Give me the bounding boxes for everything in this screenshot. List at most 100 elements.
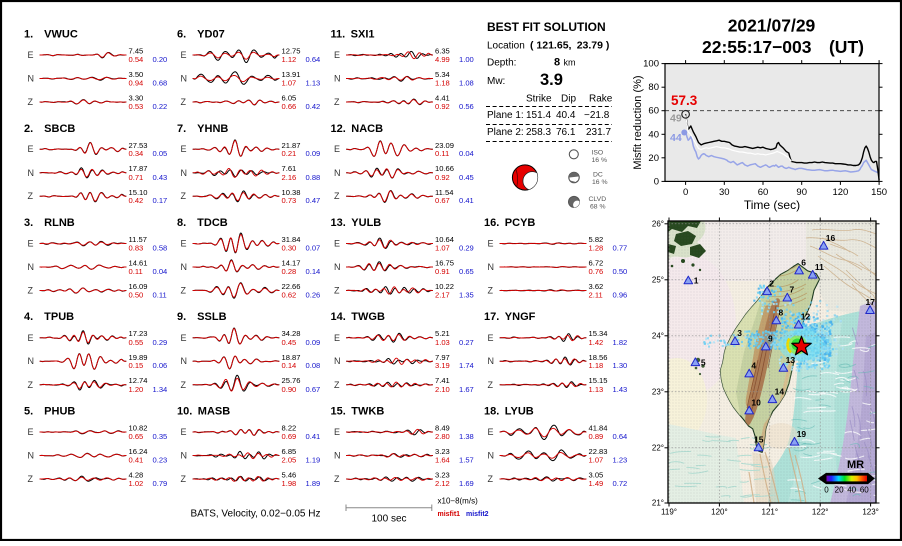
svg-text:N: N: [28, 451, 35, 461]
svg-text:0.53: 0.53: [129, 102, 144, 111]
svg-text:11. SXI1: 11. SXI1: [331, 29, 375, 41]
svg-text:3.05: 3.05: [589, 471, 604, 480]
svg-text:Strike: Strike: [526, 94, 552, 105]
svg-text:120°: 120°: [711, 508, 728, 517]
svg-text:N: N: [334, 451, 341, 461]
svg-text:11.57: 11.57: [129, 235, 147, 244]
svg-text:0.90: 0.90: [282, 385, 297, 394]
svg-text:1.00: 1.00: [459, 55, 474, 64]
svg-text:6. YD07: 6. YD07: [177, 29, 225, 41]
svg-text:( 121.65, 23.79 ): ( 121.65, 23.79 ): [530, 40, 609, 52]
svg-text:0.29: 0.29: [153, 338, 168, 347]
svg-text:Location: Location: [487, 41, 525, 52]
svg-text:E: E: [28, 427, 34, 437]
svg-text:1.43: 1.43: [613, 385, 628, 394]
svg-text:30: 30: [719, 187, 730, 198]
svg-text:1.49: 1.49: [589, 479, 604, 488]
svg-text:11: 11: [815, 262, 824, 272]
svg-text:Dip: Dip: [561, 94, 576, 105]
svg-text:80: 80: [648, 82, 659, 93]
svg-text:0.07: 0.07: [306, 244, 321, 253]
svg-text:4.41: 4.41: [435, 94, 450, 103]
svg-text:1: 1: [694, 276, 699, 286]
svg-text:10.38: 10.38: [282, 188, 301, 197]
svg-text:N: N: [334, 356, 341, 366]
svg-text:0.91: 0.91: [435, 267, 450, 276]
svg-text:10.22: 10.22: [435, 282, 454, 291]
svg-text:Depth:: Depth:: [487, 58, 516, 69]
svg-text:0.11: 0.11: [153, 291, 167, 300]
svg-text:0: 0: [654, 176, 659, 187]
svg-text:25°: 25°: [652, 275, 664, 284]
svg-text:14. TWGB: 14. TWGB: [331, 311, 385, 323]
svg-text:E: E: [334, 427, 340, 437]
svg-text:1.89: 1.89: [306, 479, 321, 488]
svg-text:E: E: [181, 239, 187, 249]
svg-text:9. SSLB: 9. SSLB: [177, 311, 227, 323]
svg-text:90: 90: [796, 187, 807, 198]
svg-text:0.64: 0.64: [306, 55, 321, 64]
svg-text:3.9: 3.9: [540, 71, 563, 89]
svg-text:3.50: 3.50: [129, 70, 144, 79]
svg-text:13.91: 13.91: [282, 70, 301, 79]
svg-text:Z: Z: [334, 380, 340, 390]
svg-text:Z: Z: [181, 286, 187, 296]
svg-text:22°: 22°: [652, 443, 664, 452]
svg-text:1.18: 1.18: [589, 361, 604, 370]
svg-text:0.56: 0.56: [459, 102, 474, 111]
svg-text:0.28: 0.28: [282, 267, 297, 276]
svg-text:1.12: 1.12: [282, 55, 297, 64]
svg-text:Z: Z: [334, 286, 340, 296]
svg-text:100 sec: 100 sec: [371, 514, 406, 525]
svg-text:18. LYUB: 18. LYUB: [484, 406, 534, 418]
svg-text:E: E: [488, 333, 494, 343]
svg-text:N: N: [334, 262, 341, 272]
svg-text:Mw:: Mw:: [487, 76, 505, 87]
svg-text:N: N: [28, 356, 35, 366]
svg-text:E: E: [181, 333, 187, 343]
svg-text:1.13: 1.13: [589, 385, 604, 394]
svg-text:6.72: 6.72: [589, 259, 604, 268]
svg-text:Z: Z: [181, 191, 187, 201]
svg-text:0.14: 0.14: [282, 361, 297, 370]
svg-text:21°: 21°: [652, 499, 664, 508]
svg-text:0.05: 0.05: [153, 149, 168, 158]
svg-text:0.67: 0.67: [306, 385, 321, 394]
svg-text:14.61: 14.61: [129, 259, 148, 268]
svg-text:1.13: 1.13: [306, 79, 321, 88]
svg-text:E: E: [28, 50, 34, 60]
svg-text:0.20: 0.20: [153, 55, 168, 64]
svg-text:26°: 26°: [652, 219, 664, 228]
svg-text:8. TDCB: 8. TDCB: [177, 217, 228, 229]
svg-text:13: 13: [786, 355, 796, 365]
svg-text:31.84: 31.84: [282, 235, 301, 244]
svg-text:120: 120: [832, 187, 848, 198]
svg-text:57.3: 57.3: [671, 93, 698, 108]
svg-text:0.21: 0.21: [282, 149, 297, 158]
svg-text:0.15: 0.15: [129, 361, 144, 370]
svg-text:1.18: 1.18: [435, 79, 450, 88]
svg-text:1.23: 1.23: [613, 456, 628, 465]
svg-text:23.09: 23.09: [435, 141, 454, 150]
svg-text:0.42: 0.42: [306, 102, 321, 111]
svg-text:10. MASB: 10. MASB: [177, 406, 230, 418]
svg-text:0.11: 0.11: [129, 267, 143, 276]
svg-text:3. RLNB: 3. RLNB: [24, 217, 75, 229]
svg-text:1.64: 1.64: [435, 456, 450, 465]
svg-text:6.35: 6.35: [435, 47, 450, 56]
svg-text:N: N: [334, 168, 341, 178]
svg-text:2.80: 2.80: [435, 432, 450, 441]
svg-text:0.14: 0.14: [306, 267, 321, 276]
svg-text:60: 60: [648, 106, 659, 117]
svg-text:1.42: 1.42: [589, 338, 604, 347]
svg-text:Time (sec): Time (sec): [744, 198, 800, 212]
svg-text:1.35: 1.35: [459, 291, 474, 300]
svg-text:E: E: [28, 144, 34, 154]
svg-text:0.09: 0.09: [306, 338, 321, 347]
svg-text:11.54: 11.54: [435, 188, 453, 197]
svg-text:0.04: 0.04: [153, 267, 168, 276]
svg-text:121°: 121°: [762, 508, 779, 517]
svg-text:BATS, Velocity, 0.02−0.05 Hz: BATS, Velocity, 0.02−0.05 Hz: [191, 509, 321, 520]
svg-text:16. PCYB: 16. PCYB: [484, 217, 535, 229]
svg-text:1.38: 1.38: [459, 432, 474, 441]
